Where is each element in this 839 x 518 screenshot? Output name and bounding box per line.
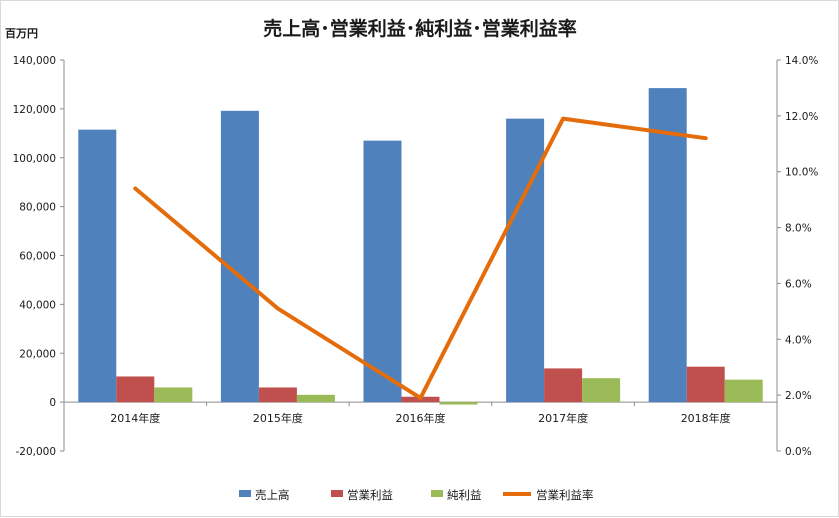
plot-area: -20,000 0 20,000 40,000 60,000 80,000 100,000 1… bbox=[13, 55, 819, 458]
bar-3 bbox=[154, 387, 193, 403]
y-left-tick-label: 100,000 bbox=[13, 153, 56, 165]
bar-3 bbox=[724, 379, 763, 403]
y-right-tick-label: 0.0% bbox=[785, 446, 812, 458]
legend: 売上高 営業利益 純利益 営業利益率 bbox=[239, 488, 594, 502]
bar-3 bbox=[582, 378, 621, 403]
bar-1 bbox=[78, 129, 117, 403]
bar-1 bbox=[363, 140, 402, 403]
y-right-tick-label: 14.0% bbox=[785, 55, 818, 67]
line-series bbox=[133, 116, 708, 400]
y-left-tick-label: 80,000 bbox=[19, 202, 56, 214]
bar-3 bbox=[296, 394, 335, 403]
y-right-tick-label: 2.0% bbox=[785, 390, 812, 402]
y-left-tick-label: 0 bbox=[49, 397, 56, 409]
chart-title: 売上高･営業利益･純利益･営業利益率 bbox=[263, 17, 577, 40]
legend-label: 売上高 bbox=[255, 488, 290, 502]
y-left-tick-label: 60,000 bbox=[19, 251, 56, 263]
legend-label: 営業利益 bbox=[347, 488, 393, 502]
bar-2 bbox=[258, 387, 297, 403]
legend-label: 営業利益率 bbox=[536, 488, 594, 502]
y-left-tick-label: 120,000 bbox=[13, 104, 56, 116]
bar-1 bbox=[506, 118, 545, 403]
y-left-unit-label: 百万円 bbox=[5, 27, 38, 40]
y-right-tick-label: 10.0% bbox=[785, 167, 818, 179]
x-category-label: 2017年度 bbox=[538, 411, 588, 425]
x-category-label: 2018年度 bbox=[681, 411, 731, 425]
y-left-tick-label: 40,000 bbox=[19, 299, 56, 311]
legend-label: 純利益 bbox=[447, 488, 482, 502]
legend-swatch bbox=[431, 490, 443, 497]
bar-1 bbox=[648, 88, 687, 403]
bar-2 bbox=[116, 376, 155, 403]
y-left-tick-label: -20,000 bbox=[15, 446, 56, 458]
legend-swatch bbox=[331, 490, 343, 497]
x-category-label: 2016年度 bbox=[396, 411, 446, 425]
legend-swatch bbox=[239, 490, 251, 497]
y-right-tick-label: 8.0% bbox=[785, 223, 812, 235]
bar-1 bbox=[220, 110, 259, 403]
bar-3 bbox=[439, 402, 478, 405]
bar-2 bbox=[544, 368, 583, 403]
bar-2 bbox=[686, 366, 725, 403]
y-left-tick-label: 140,000 bbox=[13, 55, 56, 67]
y-right-tick-label: 6.0% bbox=[785, 278, 812, 290]
x-category-label: 2014年度 bbox=[110, 411, 160, 425]
y-right-tick-label: 12.0% bbox=[785, 111, 818, 123]
y-left-tick-label: 20,000 bbox=[19, 348, 56, 360]
x-category-label: 2015年度 bbox=[253, 411, 303, 425]
y-right-tick-label: 4.0% bbox=[785, 334, 812, 346]
